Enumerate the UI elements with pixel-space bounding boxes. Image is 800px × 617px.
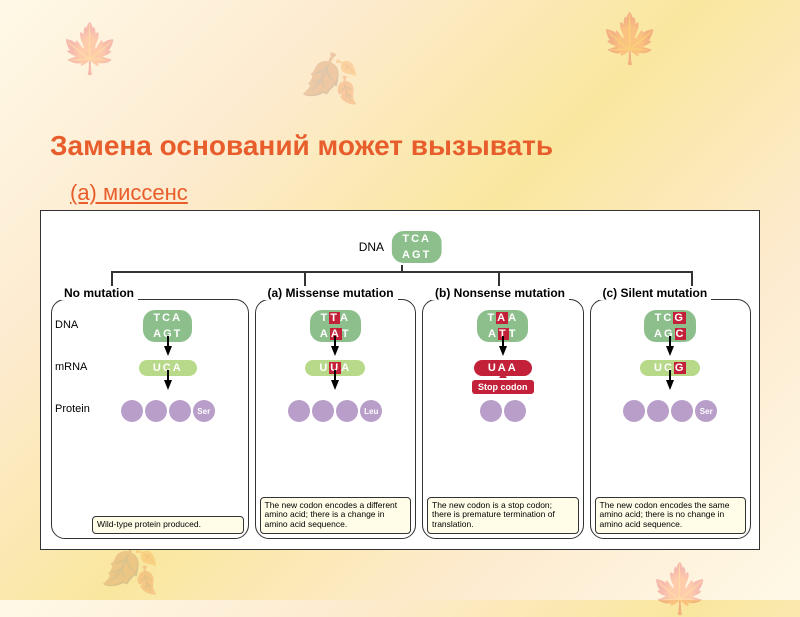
amino-acid-ball [671,400,693,422]
amino-acid-ball [169,400,191,422]
page-title: Замена оснований может вызывать [50,130,553,162]
protein-row: Leu [288,400,382,422]
panel-caption: The new codon is a stop codon; there is … [427,497,579,534]
amino-acid-label: Leu [360,400,382,422]
parent-dna: DNA TCAAGT [359,231,442,263]
panel-caption: The new codon encodes the same amino aci… [595,497,747,534]
dna-sequence-top: TCAAGT [392,231,441,263]
protein-row [480,400,526,422]
amino-acid-ball [504,400,526,422]
panel-row: No mutationTCAAGTUCASerWild-type protein… [51,299,751,539]
panel-caption: Wild-type protein produced. [92,516,244,534]
protein-row: Ser [623,400,717,422]
arrow-down-icon [331,346,339,356]
dna-label: DNA [359,240,384,254]
amino-acid-ball [336,400,358,422]
amino-acid-label: Ser [193,400,215,422]
panel-title: No mutation [60,286,138,300]
mutation-panel: (a) Missense mutationTTAAATUUALeuThe new… [255,299,417,539]
amino-acid-ball [480,400,502,422]
arrow-down-icon [666,380,674,390]
panel-title: (a) Missense mutation [264,286,398,300]
arrow-down-icon [331,380,339,390]
arrow-down-icon [666,346,674,356]
page-subtitle: (а) миссенс [70,180,188,206]
stop-codon-flag: Stop codon [472,380,534,394]
amino-acid-ball [312,400,334,422]
panel-caption: The new codon encodes a different amino … [260,497,412,534]
arrow-down-icon [164,346,172,356]
amino-acid-label: Ser [695,400,717,422]
amino-acid-ball [145,400,167,422]
mutation-panel: No mutationTCAAGTUCASerWild-type protein… [51,299,249,539]
arrow-down-icon [164,380,172,390]
arrow-down-icon [499,346,507,356]
mutation-diagram: DNA TCAAGT DNA mRNA Protein No mutationT… [40,210,760,550]
amino-acid-ball [623,400,645,422]
amino-acid-ball [121,400,143,422]
panel-title: (c) Silent mutation [599,286,712,300]
amino-acid-ball [647,400,669,422]
mutation-panel: (b) Nonsense mutationTAAATTUAAStop codon… [422,299,584,539]
protein-row: Ser [121,400,215,422]
amino-acid-ball [288,400,310,422]
panel-title: (b) Nonsense mutation [431,286,569,300]
mutation-panel: (c) Silent mutationTCGAGCUCGSerThe new c… [590,299,752,539]
